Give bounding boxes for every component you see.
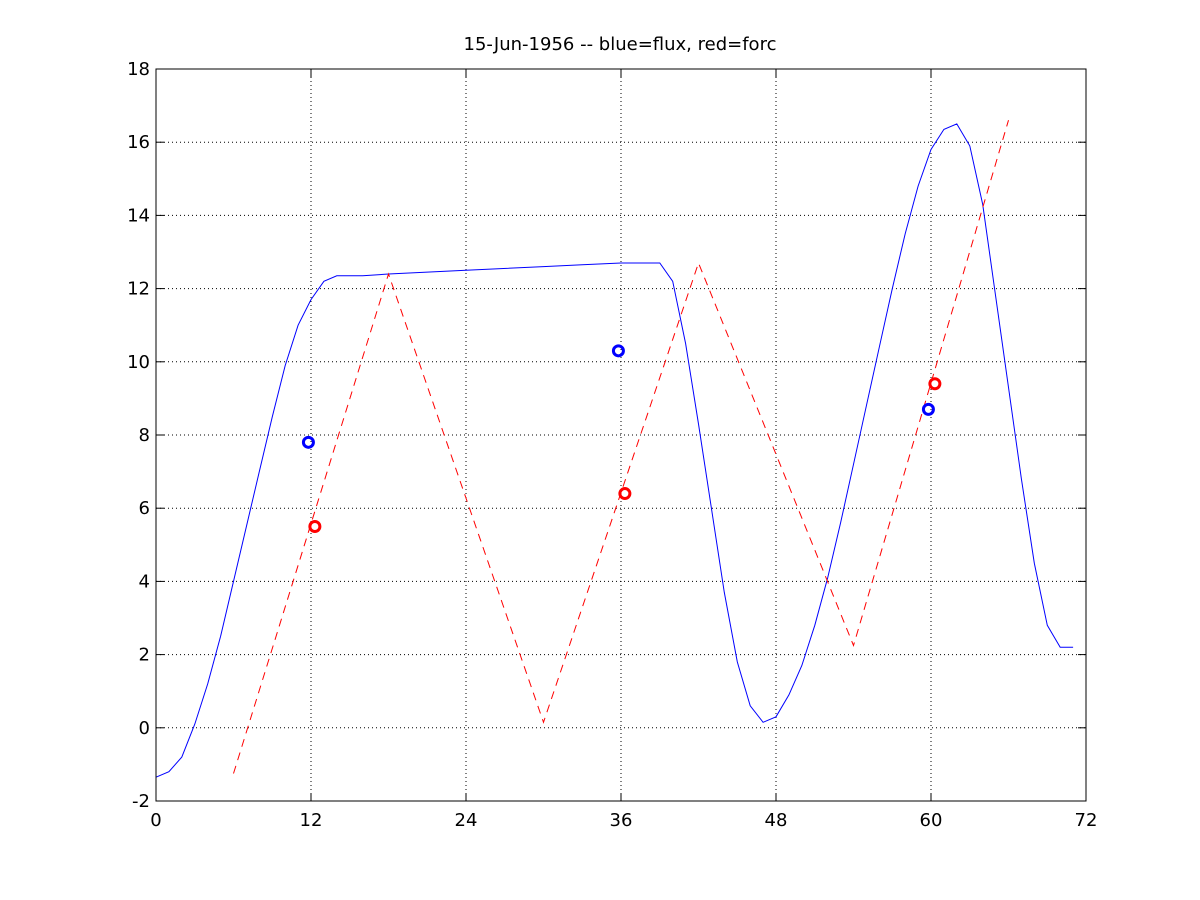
forc-marker-point <box>928 377 942 391</box>
y-tick-label: 2 <box>139 645 150 666</box>
x-tick-label: 60 <box>920 810 943 831</box>
x-tick-label: 72 <box>1075 810 1098 831</box>
flux-marker-point <box>921 402 935 416</box>
grid <box>156 69 1086 801</box>
x-tick-label: 48 <box>765 810 788 831</box>
y-tick-label: 4 <box>139 571 150 592</box>
series-line-blue <box>155 123 1074 778</box>
y-tick-label: 10 <box>127 352 150 373</box>
series-line-red <box>233 120 1009 774</box>
y-tick-label: -2 <box>132 791 150 812</box>
forc-marker-point <box>308 520 322 533</box>
forc-marker-point <box>618 487 632 501</box>
chart-title: 15-Jun-1956 -- blue=flux, red=forc <box>464 34 777 55</box>
x-tick-label: 36 <box>610 810 633 831</box>
y-tick-label: 6 <box>139 498 150 519</box>
y-tick-label: 18 <box>127 59 150 80</box>
y-tick-label: 14 <box>127 205 150 226</box>
flux-marker-point <box>611 344 625 358</box>
y-tick-label: 16 <box>127 132 150 153</box>
x-tick-label: 24 <box>455 810 478 831</box>
y-tick-label: 0 <box>139 718 150 739</box>
y-tick-label: 8 <box>139 425 150 446</box>
x-tick-label: 12 <box>300 810 323 831</box>
y-tick-label: 12 <box>127 279 150 300</box>
series-layer <box>155 120 1074 778</box>
flux-marker-point <box>301 435 315 449</box>
markers-layer <box>301 344 942 533</box>
x-tick-label: 0 <box>150 810 161 831</box>
